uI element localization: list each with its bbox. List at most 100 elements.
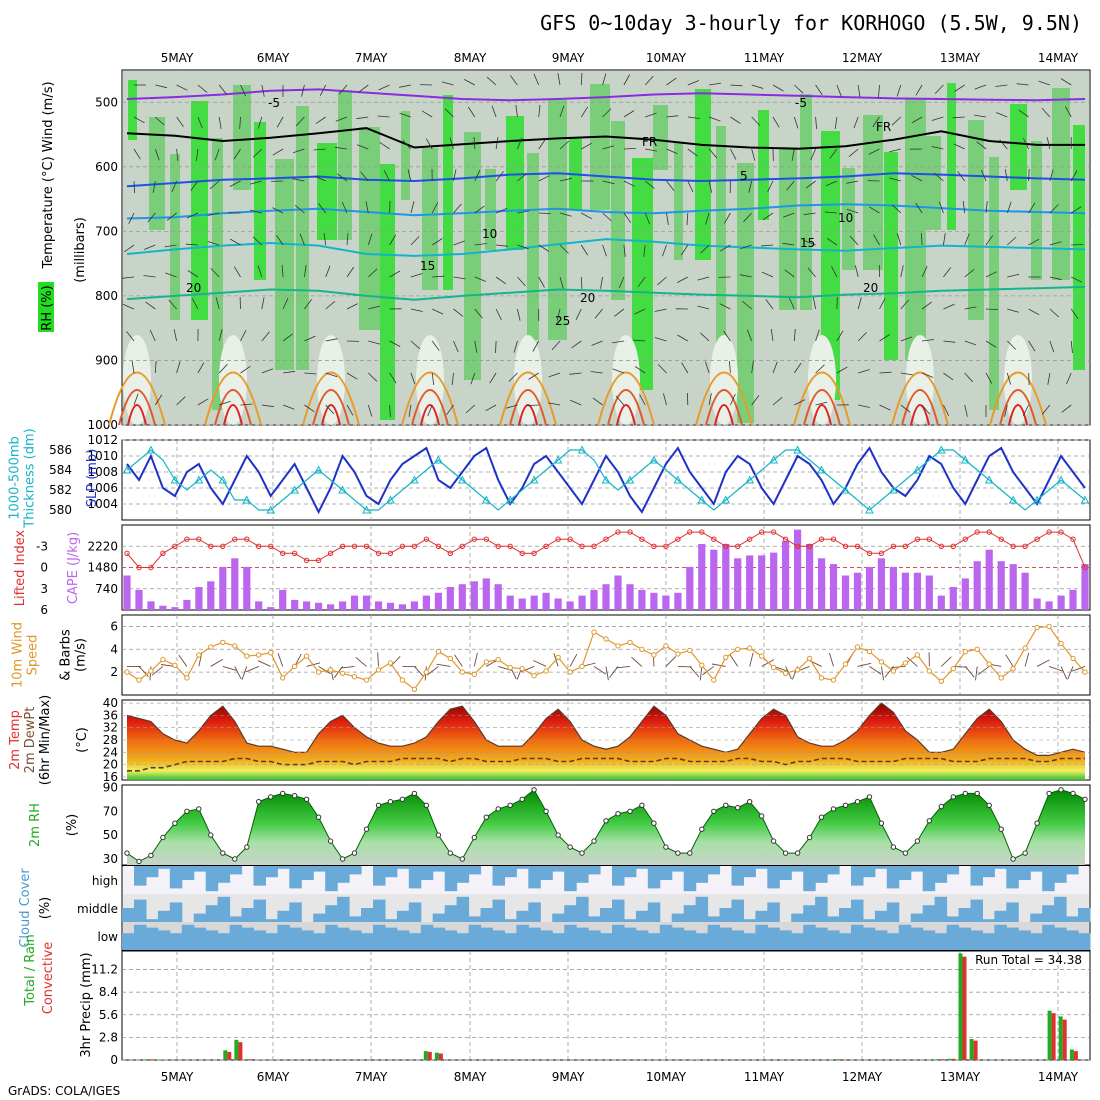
cape-bar: [434, 592, 442, 610]
cape-bar: [1045, 601, 1053, 610]
rh-marker: [423, 802, 430, 808]
rh-dry-patch: [514, 335, 542, 425]
wind10m-marker: [615, 643, 621, 649]
li-marker: [244, 536, 250, 542]
wind10m-marker: [890, 668, 897, 674]
cloud-high-cell: [217, 866, 231, 883]
cape-bar: [734, 558, 742, 610]
precip-conv-bar: [149, 1059, 154, 1060]
wind-barb: [868, 148, 880, 155]
wind-barb: [794, 399, 806, 406]
cloud-high-cell: [934, 866, 948, 883]
wind-barb: [784, 269, 795, 278]
wind-barb: [896, 233, 902, 246]
wind-barb: [240, 84, 246, 97]
wind-barb: [719, 303, 731, 310]
wind10m-marker: [687, 647, 693, 654]
rh-marker: [184, 808, 190, 814]
wind-barb: [964, 269, 975, 278]
top-date-label: 5MAY: [161, 51, 194, 65]
cloud-low-cell: [313, 933, 326, 950]
wind10m-marker: [447, 655, 453, 662]
rh-marker: [244, 844, 250, 850]
cloud-low-cell: [635, 930, 649, 950]
li-marker: [747, 536, 753, 542]
wind10m-ylabel2-line: (m/s): [74, 638, 89, 672]
cloud-high-cell: [456, 866, 470, 883]
wind10m-barb: [665, 656, 677, 667]
cloud-low-cell: [612, 924, 625, 950]
cloud-low-cell: [695, 933, 709, 950]
li-marker: [782, 536, 789, 542]
wind-barb: [559, 105, 565, 118]
li-marker: [842, 543, 849, 549]
isotherm-label: 5: [740, 169, 748, 183]
isotherm-10: [126, 203, 1086, 220]
cape-bar: [889, 566, 897, 610]
isotherm-bump-35: [910, 404, 930, 426]
wind-barb: [508, 372, 518, 382]
cape-ylabel: CAPE (J/kg): [66, 532, 81, 604]
cloud-low-cell: [791, 933, 804, 950]
li-marker: [759, 529, 765, 535]
cape-bar: [674, 592, 682, 610]
wind-barb: [677, 334, 688, 342]
wind-barb: [921, 372, 934, 378]
cloud-high-cell: [468, 866, 482, 875]
wind-barb: [857, 332, 867, 342]
wind-barb: [1049, 204, 1059, 214]
wind-barb: [889, 177, 901, 182]
wind-barb: [772, 396, 783, 406]
cape-bar: [865, 566, 874, 610]
wind-barb: [879, 371, 892, 374]
wind-barb: [826, 237, 838, 246]
wind-barb: [556, 308, 561, 321]
wind10m-marker: [184, 675, 190, 681]
wind-barb: [346, 303, 358, 310]
rh-legend-label-line: RH (%): [40, 285, 55, 330]
wind-barb: [323, 233, 327, 246]
thickness-marker: [960, 455, 970, 464]
li-marker: [711, 536, 717, 542]
wind10m-barb: [711, 663, 726, 667]
wind-barb: [356, 116, 369, 120]
wind-barb: [868, 206, 880, 214]
cloud-low-cell: [600, 933, 613, 950]
rh-marker: [866, 794, 873, 800]
rh-moist-patch: [989, 157, 999, 410]
rh-marker: [327, 838, 334, 844]
cloud-high-cell: [803, 866, 816, 892]
wind-barb: [911, 175, 923, 182]
wind-barb: [686, 212, 689, 226]
wind10m-marker: [627, 639, 633, 646]
wind-barb: [681, 362, 689, 374]
wind-barb: [229, 238, 241, 246]
wind-barb: [474, 340, 478, 353]
bottom-date-label: 14MAY: [1038, 1070, 1079, 1084]
cape-bar: [818, 558, 826, 610]
wind-barb: [666, 77, 677, 86]
li-marker: [806, 543, 813, 549]
cloud-high-cell: [516, 866, 529, 869]
cape-bar: [243, 566, 251, 610]
isotherm-bump-25: [695, 371, 753, 426]
precip-total-bar: [936, 1059, 941, 1060]
cloud-low-cell: [134, 924, 147, 950]
cape-bar: [267, 607, 275, 610]
precip-total-bar: [1069, 1049, 1074, 1060]
wind10m-barb: [605, 666, 609, 681]
rh-marker: [818, 814, 825, 820]
wind-barb: [751, 116, 761, 126]
cloud-low-cell: [169, 933, 183, 950]
wind10m-marker: [555, 654, 561, 660]
bottom-date-label: 13MAY: [940, 1070, 981, 1084]
isotherm-bump-30: [312, 389, 350, 426]
wind-barb: [152, 180, 156, 193]
cloud-high-cell: [1018, 866, 1031, 880]
wind-barb: [196, 148, 199, 161]
cloud-mid-cell: [731, 899, 744, 922]
rh-dry-patch: [1004, 335, 1032, 425]
li-marker: [1082, 564, 1088, 571]
precip-conv-bar: [238, 1042, 243, 1060]
wind-barb: [985, 308, 999, 310]
